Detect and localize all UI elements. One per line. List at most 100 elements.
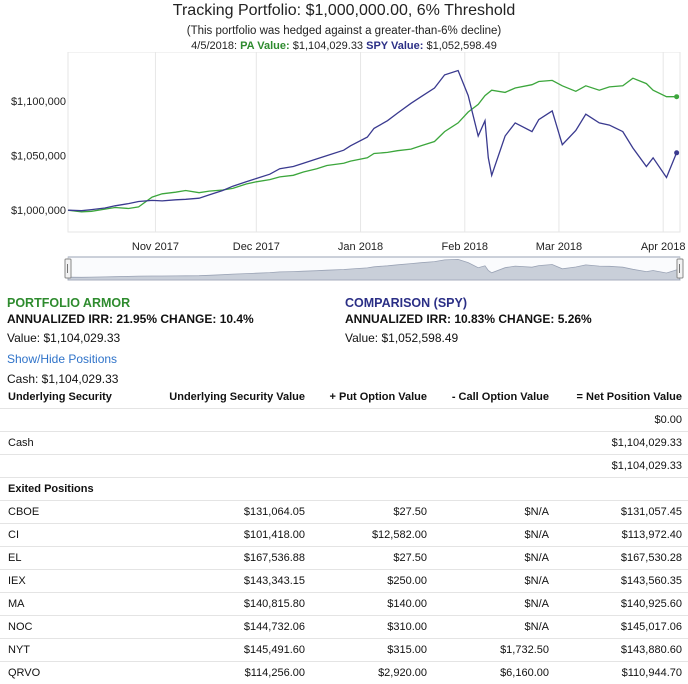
hover-info: 4/5/2018: PA Value: $1,104,029.33 SPY Va… bbox=[0, 40, 688, 52]
spy-title: COMPARISON (SPY) bbox=[345, 296, 592, 310]
table-cell bbox=[144, 409, 311, 432]
table-cell: $6,160.00 bbox=[433, 662, 555, 684]
performance-chart[interactable]: $1,100,000 $1,050,000 $1,000,000 Nov 2017 D… bbox=[0, 52, 688, 288]
table-cell: $N/A bbox=[433, 616, 555, 639]
table-cell: $140.00 bbox=[311, 593, 433, 616]
col-put-value: + Put Option Value bbox=[311, 386, 433, 409]
col-underlying-value: Underlying Security Value bbox=[144, 386, 311, 409]
spy-value-label: SPY Value: bbox=[366, 40, 423, 52]
chart-title: Tracking Portfolio: $1,000,000.00, 6% Th… bbox=[0, 2, 688, 20]
series-lines bbox=[68, 71, 679, 212]
table-cell bbox=[311, 455, 433, 478]
exited-positions-header: Exited Positions bbox=[0, 478, 688, 501]
table-row: CI$101,418.00$12,582.00$N/A$113,972.40 bbox=[0, 524, 688, 547]
table-cell: EL bbox=[0, 547, 144, 570]
positions-table: Underlying Security Underlying Security … bbox=[0, 386, 688, 684]
x-tick-label: Nov 2017 bbox=[132, 241, 179, 253]
table-cell: $140,925.60 bbox=[555, 593, 688, 616]
table-cell: $110,944.70 bbox=[555, 662, 688, 684]
series-line-pa bbox=[68, 78, 677, 212]
table-cell bbox=[144, 432, 311, 455]
table-row: $0.00 bbox=[0, 409, 688, 432]
pa-value-text: Value: $1,104,029.33 bbox=[7, 331, 254, 345]
table-cell: $131,064.05 bbox=[144, 501, 311, 524]
col-call-value: - Call Option Value bbox=[433, 386, 555, 409]
hover-date: 4/5/2018: bbox=[191, 40, 237, 52]
table-cell: $145,491.60 bbox=[144, 639, 311, 662]
table-cell bbox=[311, 432, 433, 455]
spy-irr: ANNUALIZED IRR: 10.83% CHANGE: 5.26% bbox=[345, 312, 592, 326]
navigator-handle-left[interactable] bbox=[65, 259, 71, 278]
col-underlying-security: Underlying Security bbox=[0, 386, 144, 409]
chart-grid bbox=[68, 52, 680, 232]
table-cell: Cash bbox=[0, 432, 144, 455]
table-cell: $12,582.00 bbox=[311, 524, 433, 547]
table-row: IEX$143,343.15$250.00$N/A$143,560.35 bbox=[0, 570, 688, 593]
table-row: NYT$145,491.60$315.00$1,732.50$143,880.6… bbox=[0, 639, 688, 662]
table-cell: $2,920.00 bbox=[311, 662, 433, 684]
spy-value: $1,052,598.49 bbox=[426, 40, 496, 52]
table-cell: $27.50 bbox=[311, 547, 433, 570]
navigator-handle-right[interactable] bbox=[677, 259, 683, 278]
table-cell: $N/A bbox=[433, 593, 555, 616]
table-cell: $140,815.80 bbox=[144, 593, 311, 616]
series-line-spy bbox=[68, 71, 677, 211]
y-tick-label: $1,050,000 bbox=[11, 151, 66, 163]
spy-summary: COMPARISON (SPY) ANNUALIZED IRR: 10.83% … bbox=[345, 296, 592, 345]
table-cell: $27.50 bbox=[311, 501, 433, 524]
table-cell: $145,017.06 bbox=[555, 616, 688, 639]
x-tick-label: Mar 2018 bbox=[536, 241, 582, 253]
table-row: MA$140,815.80$140.00$N/A$140,925.60 bbox=[0, 593, 688, 616]
table-cell: NOC bbox=[0, 616, 144, 639]
table-cell bbox=[0, 409, 144, 432]
table-cell: $101,418.00 bbox=[144, 524, 311, 547]
table-cell bbox=[433, 455, 555, 478]
table-cell: $114,256.00 bbox=[144, 662, 311, 684]
table-cell: IEX bbox=[0, 570, 144, 593]
plot-frame bbox=[68, 52, 680, 232]
table-cell: NYT bbox=[0, 639, 144, 662]
y-tick-label: $1,000,000 bbox=[11, 205, 66, 217]
table-cell: $1,104,029.33 bbox=[555, 432, 688, 455]
table-cell: $113,972.40 bbox=[555, 524, 688, 547]
x-tick-label: Feb 2018 bbox=[442, 241, 488, 253]
x-tick-label: Jan 2018 bbox=[338, 241, 383, 253]
x-axis-ticks: Nov 2017 Dec 2017 Jan 2018 Feb 2018 Mar 2018… bbox=[132, 241, 686, 253]
col-net-value: = Net Position Value bbox=[555, 386, 688, 409]
table-cell: $315.00 bbox=[311, 639, 433, 662]
table-cell bbox=[311, 409, 433, 432]
table-cell: $310.00 bbox=[311, 616, 433, 639]
pa-summary: PORTFOLIO ARMOR ANNUALIZED IRR: 21.95% C… bbox=[7, 296, 254, 386]
chart-subtitle: (This portfolio was hedged against a gre… bbox=[0, 25, 688, 37]
table-cell: $143,343.15 bbox=[144, 570, 311, 593]
table-cell: MA bbox=[0, 593, 144, 616]
exited-positions-label: Exited Positions bbox=[0, 478, 688, 501]
show-hide-positions-link[interactable]: Show/Hide Positions bbox=[7, 352, 254, 366]
table-header-row: Underlying Security Underlying Security … bbox=[0, 386, 688, 409]
table-cell: CBOE bbox=[0, 501, 144, 524]
table-cell bbox=[433, 432, 555, 455]
pa-title: PORTFOLIO ARMOR bbox=[7, 296, 254, 310]
table-cell bbox=[433, 409, 555, 432]
pa-cash: Cash: $1,104,029.33 bbox=[7, 372, 254, 386]
y-tick-label: $1,100,000 bbox=[11, 96, 66, 108]
table-cell: $N/A bbox=[433, 524, 555, 547]
table-row: CBOE$131,064.05$27.50$N/A$131,057.45 bbox=[0, 501, 688, 524]
table-cell: $143,880.60 bbox=[555, 639, 688, 662]
table-cell: $167,530.28 bbox=[555, 547, 688, 570]
table-cell: $1,732.50 bbox=[433, 639, 555, 662]
table-cell: $144,732.06 bbox=[144, 616, 311, 639]
table-cell: $143,560.35 bbox=[555, 570, 688, 593]
table-row: $1,104,029.33 bbox=[0, 455, 688, 478]
table-cell: $N/A bbox=[433, 501, 555, 524]
table-cell: $131,057.45 bbox=[555, 501, 688, 524]
table-row: QRVO$114,256.00$2,920.00$6,160.00$110,94… bbox=[0, 662, 688, 684]
table-cell: CI bbox=[0, 524, 144, 547]
table-row: NOC$144,732.06$310.00$N/A$145,017.06 bbox=[0, 616, 688, 639]
table-row: EL$167,536.88$27.50$N/A$167,530.28 bbox=[0, 547, 688, 570]
table-row: Cash $1,104,029.33 bbox=[0, 432, 688, 455]
range-navigator[interactable] bbox=[65, 257, 683, 280]
x-tick-label: Dec 2017 bbox=[233, 241, 280, 253]
table-cell bbox=[144, 455, 311, 478]
table-cell: $N/A bbox=[433, 570, 555, 593]
